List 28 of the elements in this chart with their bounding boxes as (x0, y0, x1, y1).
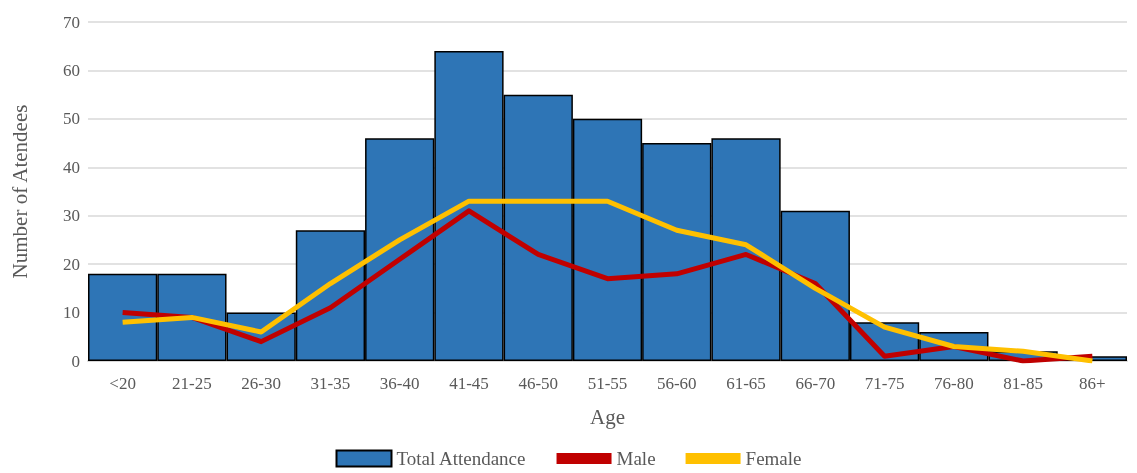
x-tick-label: 66-70 (795, 374, 836, 393)
x-tick-label: 81-85 (1003, 374, 1043, 393)
legend-label: Female (745, 448, 802, 469)
x-tick-label: 71-75 (864, 374, 905, 393)
y-tick-label: 40 (63, 157, 80, 177)
x-tick-label: 36-40 (379, 374, 420, 393)
x-tick-label: <20 (109, 374, 136, 393)
legend-label: Total Attendance (396, 448, 526, 469)
x-axis-title: Age (590, 404, 625, 429)
x-tick-label: 31-35 (310, 374, 351, 393)
x-tick-label: 51-55 (587, 374, 628, 393)
x-tick-label: 56-60 (656, 374, 697, 393)
y-tick-label: 20 (63, 254, 80, 274)
y-tick-label: 70 (63, 12, 80, 32)
x-tick-label: 21-25 (172, 374, 212, 393)
x-tick-label: 41-45 (449, 374, 489, 393)
x-tick-label: 26-30 (241, 374, 281, 393)
y-tick-label: 10 (63, 303, 80, 323)
y-tick-label: 30 (63, 206, 80, 226)
legend-label: Male (616, 448, 656, 469)
y-axis-title: Number of Atendees (7, 104, 32, 279)
x-tick-label: 76-80 (934, 374, 974, 393)
x-tick-label: 86+ (1079, 374, 1106, 393)
x-tick-label: 46-50 (518, 374, 559, 393)
y-tick-label: 50 (63, 109, 80, 129)
x-tick-label: 61-65 (726, 374, 766, 393)
y-tick-label: 0 (71, 351, 80, 371)
y-tick-label: 60 (63, 60, 80, 80)
